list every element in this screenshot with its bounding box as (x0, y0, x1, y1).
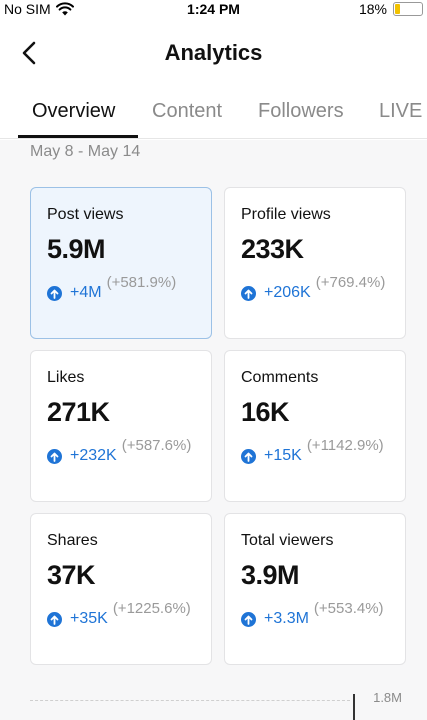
nav-bar: Analytics (0, 30, 427, 76)
metric-delta: +3.3M (264, 610, 309, 627)
metric-change: +3.3M (+553.4%) (241, 600, 394, 628)
metric-value: 233K (241, 234, 304, 264)
status-right: 18% (359, 1, 423, 17)
metric-label: Total viewers (241, 532, 334, 549)
arrow-up-circle-icon (241, 449, 256, 464)
metric-card-likes[interactable]: Likes 271K +232K (+587.6%) (30, 350, 212, 502)
metric-delta: +4M (70, 284, 102, 301)
arrow-up-circle-icon (241, 286, 256, 301)
active-tab-indicator (18, 135, 138, 138)
metric-card-shares[interactable]: Shares 37K +35K (+1225.6%) (30, 513, 212, 665)
chart-y-tick: 1.8M (373, 690, 402, 705)
arrow-up-circle-icon (241, 612, 256, 627)
battery-percent: 18% (358, 1, 387, 17)
metric-delta: +35K (70, 610, 108, 627)
metric-card-post-views[interactable]: Post views 5.9M +4M (+581.9%) (30, 187, 212, 339)
battery-icon (393, 2, 423, 16)
wifi-icon (55, 2, 74, 16)
metric-percent: (+587.6%) (121, 437, 192, 454)
chart-gridline (30, 700, 350, 701)
metric-delta: +15K (264, 447, 302, 464)
arrow-up-circle-icon (47, 286, 62, 301)
arrow-up-circle-icon (47, 612, 62, 627)
metric-card-comments[interactable]: Comments 16K +15K (+1142.9%) (224, 350, 406, 502)
metric-card-total-viewers[interactable]: Total viewers 3.9M +3.3M (+553.4%) (224, 513, 406, 665)
metric-value: 3.9M (241, 560, 300, 590)
metric-value: 271K (47, 397, 110, 427)
metric-label: Shares (47, 532, 98, 549)
metric-change: +4M (+581.9%) (47, 274, 187, 302)
tab-bar: Overview Content Followers LIVE (0, 92, 427, 139)
metric-value: 37K (47, 560, 96, 590)
metric-delta: +206K (264, 284, 311, 301)
tab-overview[interactable]: Overview (32, 100, 116, 122)
metric-label: Profile views (241, 206, 331, 223)
metric-change: +206K (+769.4%) (241, 274, 396, 302)
status-left: No SIM (4, 1, 74, 17)
metric-delta: +232K (70, 447, 117, 464)
metric-value: 16K (241, 397, 290, 427)
metric-change: +35K (+1225.6%) (47, 600, 193, 628)
views-chart[interactable]: 1.8M (30, 680, 410, 720)
metric-percent: (+769.4%) (315, 274, 386, 291)
page-title: Analytics (164, 40, 263, 65)
tab-content[interactable]: Content (152, 100, 223, 122)
chart-axis (353, 694, 355, 720)
arrow-up-circle-icon (47, 449, 62, 464)
tab-followers[interactable]: Followers (258, 100, 344, 122)
battery-level (395, 4, 400, 14)
metric-card-profile-views[interactable]: Profile views 233K +206K (+769.4%) (224, 187, 406, 339)
overview-panel[interactable]: May 8 - May 14 Post views 5.9M +4M (+581… (0, 140, 427, 720)
date-range: May 8 - May 14 (30, 143, 141, 160)
chevron-left-icon (22, 41, 36, 65)
back-button[interactable] (14, 36, 44, 70)
metric-label: Likes (47, 369, 85, 386)
metric-change: +15K (+1142.9%) (241, 437, 387, 465)
status-time: 1:24 PM (187, 1, 240, 17)
metric-percent: (+1142.9%) (306, 437, 384, 454)
metric-percent: (+1225.6%) (112, 600, 191, 617)
status-bar: No SIM 1:24 PM 18% (0, 0, 427, 20)
carrier-label: No SIM (4, 1, 51, 17)
metric-label: Comments (241, 369, 319, 386)
tab-live[interactable]: LIVE (379, 100, 423, 122)
metric-label: Post views (47, 206, 124, 223)
metric-percent: (+553.4%) (313, 600, 384, 617)
metric-change: +232K (+587.6%) (47, 437, 202, 465)
metric-value: 5.9M (47, 234, 106, 264)
metric-percent: (+581.9%) (106, 274, 177, 291)
